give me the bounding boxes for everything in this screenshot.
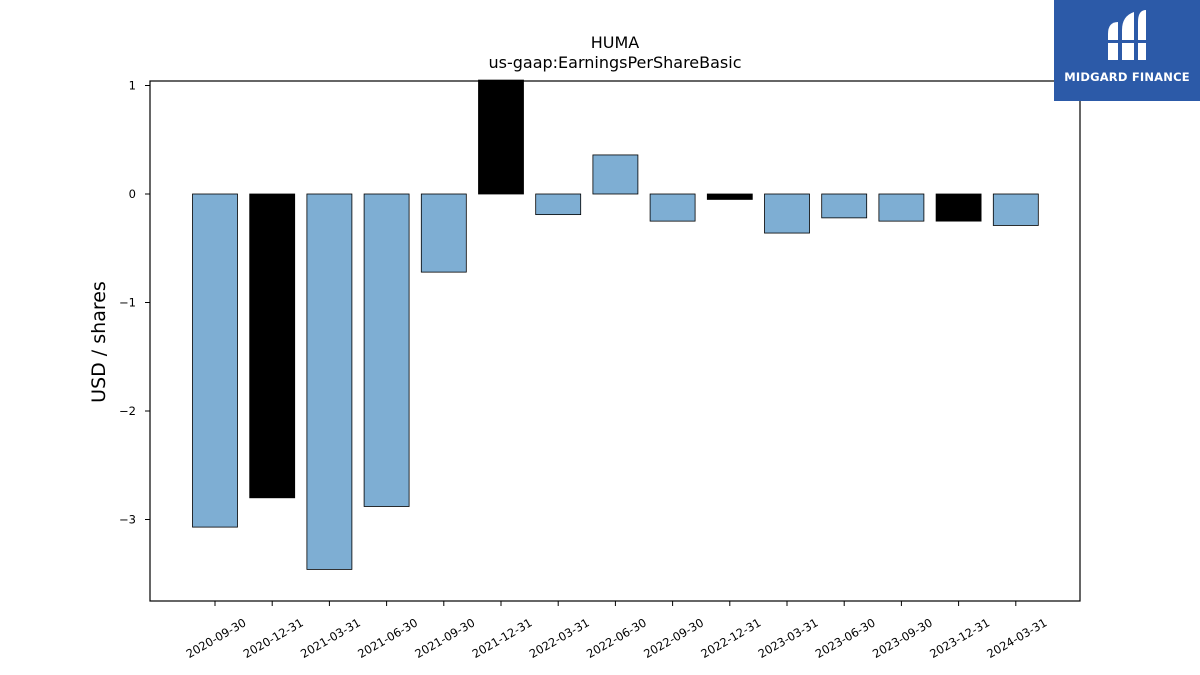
x-tick-label: 2022-03-31 — [527, 615, 592, 661]
bar-2023-03-31 — [764, 193, 810, 234]
y-axis-label: USD / shares — [88, 281, 110, 403]
bar-2022-12-31 — [706, 193, 753, 200]
bar-2023-06-30 — [821, 193, 868, 219]
x-axis: 2020-09-302020-12-312021-03-312021-06-30… — [184, 601, 1049, 661]
chart-title: HUMA — [591, 33, 640, 52]
bar-2021-06-30 — [363, 193, 410, 507]
brand-logo: MIDGARD FINANCE — [1054, 0, 1200, 101]
y-tick-label: −3 — [119, 513, 136, 527]
bar-2022-03-31 — [535, 193, 582, 216]
bar-2020-12-31 — [249, 193, 296, 499]
chart-subtitle: us-gaap:EarningsPerShareBasic — [488, 53, 741, 72]
x-tick-label: 2022-09-30 — [641, 615, 706, 661]
y-tick-label: −2 — [119, 404, 136, 418]
x-tick-label: 2022-06-30 — [584, 615, 649, 661]
x-tick-label: 2022-12-31 — [698, 615, 763, 661]
x-tick-label: 2021-09-30 — [412, 615, 477, 661]
x-tick-label: 2023-06-30 — [813, 615, 878, 661]
x-tick-label: 2023-12-31 — [927, 615, 992, 661]
y-tick-label: −1 — [119, 296, 136, 310]
x-tick-label: 2020-09-30 — [184, 615, 249, 661]
x-tick-label: 2024-03-31 — [984, 615, 1049, 661]
midgard-m-icon — [1106, 10, 1148, 60]
y-tick-label: 1 — [129, 79, 136, 93]
bar-2022-09-30 — [649, 193, 696, 222]
bar-2020-09-30 — [192, 193, 238, 528]
bar-2022-06-30 — [592, 154, 639, 195]
x-tick-label: 2021-06-30 — [355, 615, 420, 661]
bar-2023-12-31 — [935, 193, 982, 222]
x-tick-label: 2023-03-31 — [756, 615, 821, 661]
y-axis: 1 0 −1 −2 −3 — [119, 79, 150, 527]
bar-2021-03-31 — [306, 193, 353, 570]
x-tick-label: 2020-12-31 — [241, 615, 306, 661]
brand-name: MIDGARD FINANCE — [1064, 70, 1190, 84]
y-tick-label: 0 — [129, 187, 136, 201]
x-tick-label: 2023-09-30 — [870, 615, 935, 661]
bars-group — [192, 79, 1039, 570]
plot-frame — [149, 80, 1081, 602]
bar-2021-12-31 — [478, 79, 524, 195]
x-tick-label: 2021-12-31 — [470, 615, 535, 661]
bar-2023-09-30 — [878, 193, 925, 222]
bar-2024-03-31 — [992, 193, 1039, 226]
x-tick-label: 2021-03-31 — [298, 615, 363, 661]
bar-2021-09-30 — [420, 193, 467, 273]
